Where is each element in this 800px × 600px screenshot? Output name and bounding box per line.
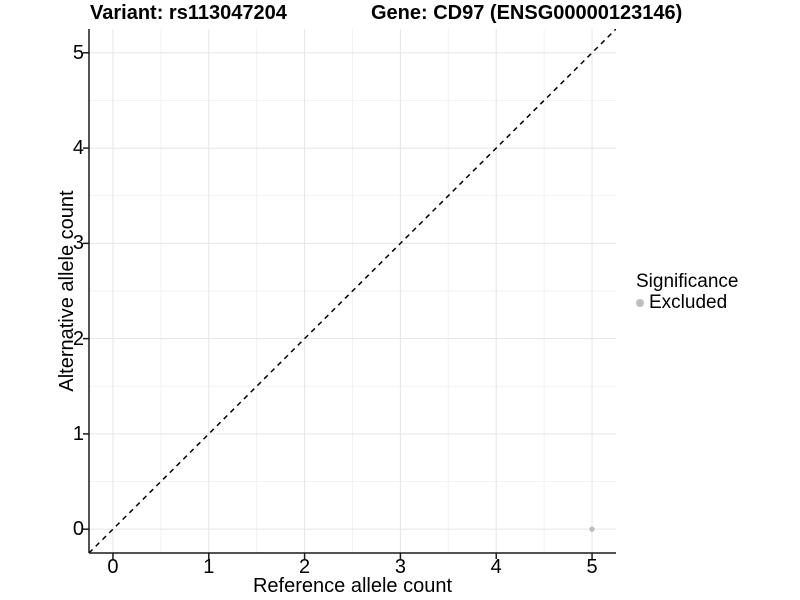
x-tick-label: 1 (203, 556, 215, 578)
plot-panel (83, 29, 616, 559)
identity-line (88, 29, 616, 554)
legend-items: Excluded (636, 292, 738, 313)
y-tick-label: 5 (72, 41, 84, 64)
x-tick-label: 4 (490, 556, 502, 578)
legend-title: Significance (636, 271, 739, 292)
y-axis-title: Alternative allele count (56, 190, 78, 392)
x-tick-label: 3 (394, 556, 406, 578)
legend-item: Excluded (636, 292, 738, 313)
x-axis-title: Reference allele count (252, 575, 452, 597)
y-tick-label: 0 (72, 518, 84, 541)
plot-title-variant: Variant: rs113047204 (90, 2, 287, 24)
legend: Significance Excluded (636, 271, 738, 313)
legend-item-label: Excluded (649, 292, 728, 313)
legend-key-dot-icon (636, 298, 644, 307)
x-tick-label: 0 (107, 556, 119, 578)
y-tick-label: 1 (72, 422, 84, 445)
x-tick-label: 5 (586, 556, 598, 578)
data-point (589, 526, 595, 532)
plot-title-gene: Gene: CD97 (ENSG00000123146) (371, 2, 683, 24)
y-tick-label: 2 (72, 327, 84, 350)
y-tick-label: 4 (72, 137, 84, 160)
x-tick-label: 2 (299, 556, 311, 578)
y-tick-label: 3 (72, 232, 84, 255)
